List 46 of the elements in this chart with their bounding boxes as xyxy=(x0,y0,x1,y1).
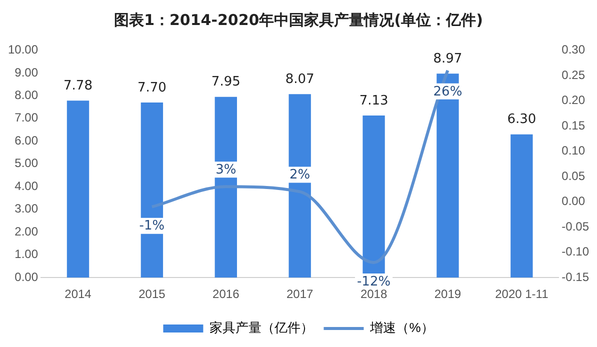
y2-tick-label: 0.30 xyxy=(562,42,586,57)
bar xyxy=(510,134,533,278)
y-tick-label: 7.00 xyxy=(14,110,38,125)
x-tick-label: 2019 xyxy=(434,287,462,302)
y-tick-label: 1.00 xyxy=(14,247,38,262)
y2-tick-label: 0.10 xyxy=(562,144,586,158)
legend-label: 家具产量（亿件） xyxy=(210,320,314,336)
y-tick-label: 2.00 xyxy=(14,224,38,238)
data-label: 3% xyxy=(216,162,236,178)
data-label: -1% xyxy=(139,218,165,234)
data-label: 6.30 xyxy=(507,112,536,128)
y-tick-label: 9.00 xyxy=(14,65,38,80)
y-tick-label: 8.00 xyxy=(14,88,38,102)
x-tick-label: 2014 xyxy=(64,287,92,302)
data-label: 2% xyxy=(290,168,310,183)
y2-tick-label: -0.05 xyxy=(562,219,590,234)
data-label: 26% xyxy=(433,84,462,100)
x-tick-label: 2017 xyxy=(286,287,314,302)
y2-tick-label: 0.05 xyxy=(562,168,586,183)
x-tick-label: 2018 xyxy=(360,287,388,302)
data-label: 7.78 xyxy=(64,78,92,94)
data-label: 7.70 xyxy=(137,80,166,96)
y2-tick-label: 0.20 xyxy=(562,93,586,108)
data-label: 8.97 xyxy=(433,51,462,66)
y-tick-label: 6.00 xyxy=(14,133,38,148)
data-label: 8.07 xyxy=(285,72,314,87)
bar xyxy=(288,94,311,278)
data-label: 7.13 xyxy=(359,93,388,108)
legend-label: 增速（%） xyxy=(369,320,434,336)
x-tick-label: 2020 1-11 xyxy=(495,287,549,302)
y-tick-label: 5.00 xyxy=(14,156,38,170)
y2-tick-label: 0.15 xyxy=(562,118,586,132)
y2-tick-label: -0.10 xyxy=(562,244,590,259)
x-tick-label: 2016 xyxy=(212,287,240,302)
chart-title: 图表1：2014-2020年中国家具产量情况(单位：亿件) xyxy=(113,10,484,31)
x-tick-label: 2015 xyxy=(138,287,166,302)
y2-tick-label: -0.15 xyxy=(562,270,590,284)
y-tick-label: 0.00 xyxy=(14,270,38,284)
y2-tick-label: 0.00 xyxy=(562,194,586,208)
data-label: 7.95 xyxy=(211,74,240,90)
y-tick-label: 10.00 xyxy=(8,42,38,57)
y-tick-label: 4.00 xyxy=(14,178,38,193)
y2-tick-label: 0.25 xyxy=(562,68,586,82)
data-label: -12% xyxy=(356,274,391,290)
y-tick-label: 3.00 xyxy=(14,202,38,216)
bar xyxy=(66,100,90,278)
